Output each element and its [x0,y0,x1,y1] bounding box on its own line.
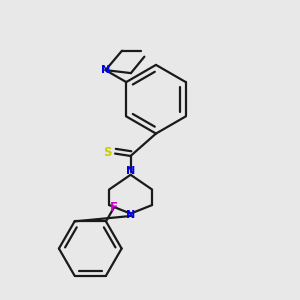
Text: S: S [103,146,112,159]
Text: F: F [110,201,118,214]
Text: N: N [101,65,110,75]
Text: N: N [126,210,135,220]
Text: N: N [126,167,135,176]
